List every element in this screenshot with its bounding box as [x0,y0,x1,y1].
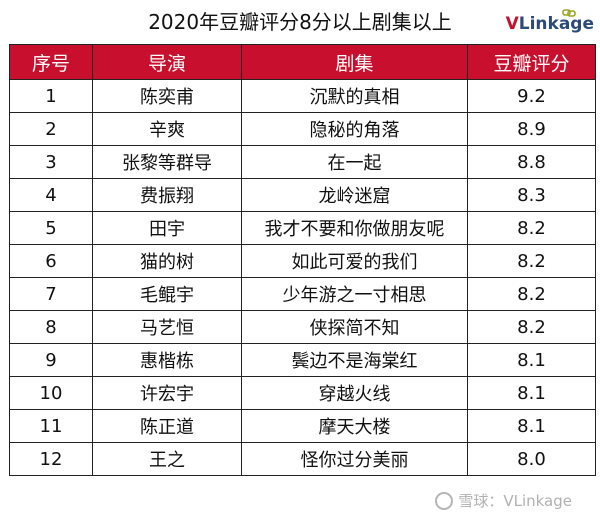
cell-score: 8.1 [467,409,596,443]
cell-index: 12 [9,442,93,476]
cell-drama: 我才不要和你做朋友呢 [241,211,468,245]
table-row: 11 陈正道 摩天大楼 8.1 [9,409,596,443]
cell-index: 5 [9,211,93,245]
header-index: 序号 [9,44,93,80]
cell-score: 9.2 [467,79,596,113]
cell-director: 陈正道 [92,409,242,443]
logo-link-icon [561,9,576,17]
logo-prefix: V [505,14,519,34]
cell-director: 毛鲲宇 [92,277,242,311]
cell-score: 8.2 [467,277,596,311]
header-director: 导演 [92,44,242,80]
cell-drama: 侠探简不知 [241,310,468,344]
cell-drama: 鬓边不是海棠红 [241,343,468,377]
table-row: 12 王之 怪你过分美丽 8.0 [9,442,596,476]
cell-score: 8.2 [467,310,596,344]
logo-rest: Linkage [518,14,594,34]
watermark-text: 雪球：VLinkage [458,492,572,510]
cell-drama: 穿越火线 [241,376,468,410]
cell-drama: 沉默的真相 [241,79,468,113]
cell-index: 11 [9,409,93,443]
table-row: 10 许宏宇 穿越火线 8.1 [9,376,596,410]
table-row: 8 马艺恒 侠探简不知 8.2 [9,310,596,344]
cell-director: 王之 [92,442,242,476]
cell-score: 8.0 [467,442,596,476]
table-row: 9 惠楷栋 鬓边不是海棠红 8.1 [9,343,596,377]
cell-director: 陈奕甫 [92,79,242,113]
cell-score: 8.1 [467,376,596,410]
cell-director: 田宇 [92,211,242,245]
cell-drama: 少年游之一寸相思 [241,277,468,311]
cell-director: 张黎等群导 [92,145,242,179]
cell-drama: 龙岭迷窟 [241,178,468,212]
table-row: 2 辛爽 隐秘的角落 8.9 [9,112,596,146]
cell-drama: 摩天大楼 [241,409,468,443]
header-drama: 剧集 [241,44,468,80]
drama-rating-table: 序号 导演 剧集 豆瓣评分 1 陈奕甫 沉默的真相 9.2 2 辛爽 隐秘的角落 8.9 3 张黎… [9,44,596,476]
cell-index: 3 [9,145,93,179]
cell-score: 8.8 [467,145,596,179]
table-row: 7 毛鲲宇 少年游之一寸相思 8.2 [9,277,596,311]
cell-director: 费振翔 [92,178,242,212]
table-header-row: 序号 导演 剧集 豆瓣评分 [9,44,596,80]
cell-score: 8.2 [467,211,596,245]
cell-drama: 怪你过分美丽 [241,442,468,476]
cell-director: 惠楷栋 [92,343,242,377]
watermark: 雪球：VLinkage [435,490,572,511]
cell-director: 猫的树 [92,244,242,278]
cell-index: 4 [9,178,93,212]
cell-director: 许宏宇 [92,376,242,410]
cell-index: 8 [9,310,93,344]
cell-index: 2 [9,112,93,146]
cell-director: 马艺恒 [92,310,242,344]
table-row: 6 猫的树 如此可爱的我们 8.2 [9,244,596,278]
cell-index: 1 [9,79,93,113]
table-row: 1 陈奕甫 沉默的真相 9.2 [9,79,596,113]
cell-score: 8.2 [467,244,596,278]
cell-drama: 在一起 [241,145,468,179]
cell-score: 8.1 [467,343,596,377]
cell-index: 7 [9,277,93,311]
page-title: 2020年豆瓣评分8分以上剧集以上 [148,10,452,34]
table-row: 4 费振翔 龙岭迷窟 8.3 [9,178,596,212]
cell-score: 8.3 [467,178,596,212]
cell-index: 10 [9,376,93,410]
vlinkage-logo: VLinkage [505,9,594,38]
table-row: 3 张黎等群导 在一起 8.8 [9,145,596,179]
cell-director: 辛爽 [92,112,242,146]
cell-index: 6 [9,244,93,278]
cell-drama: 隐秘的角落 [241,112,468,146]
cell-index: 9 [9,343,93,377]
cell-drama: 如此可爱的我们 [241,244,468,278]
header-douban-score: 豆瓣评分 [467,44,596,80]
cell-score: 8.9 [467,112,596,146]
table-row: 5 田宇 我才不要和你做朋友呢 8.2 [9,211,596,245]
xueqiu-icon [435,491,454,510]
